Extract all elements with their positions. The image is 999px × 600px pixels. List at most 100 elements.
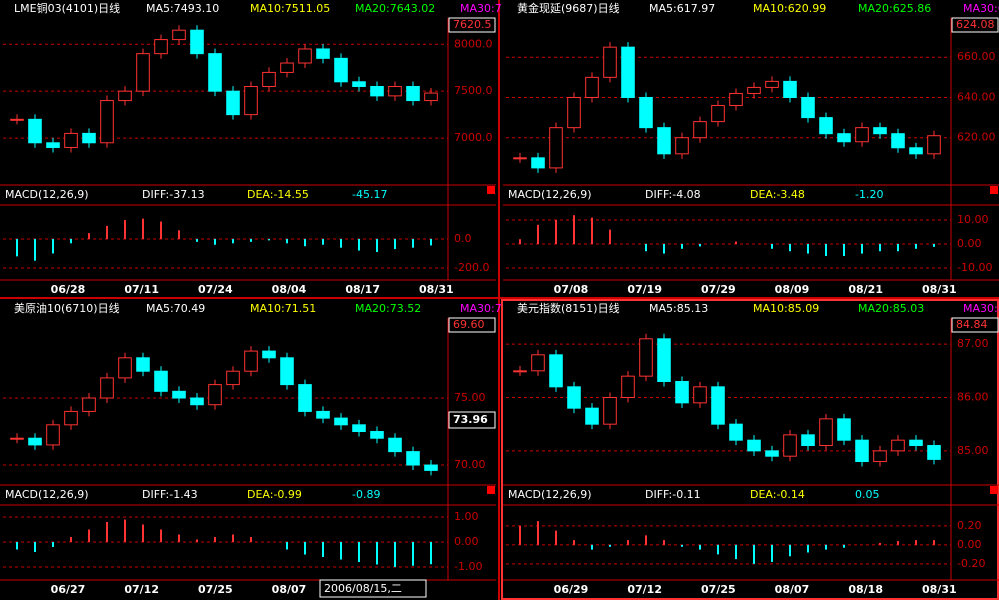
x-tick-label: 07/08 [554,283,589,296]
y-tick-label: 660.00 [957,50,996,63]
ma30: MA30:6 [963,2,999,15]
candle [154,39,168,55]
x-tick-label: 08/07 [775,583,810,596]
y-tick-label: 0.20 [957,519,982,532]
marker [487,486,495,494]
candle [675,137,689,155]
candle [819,418,833,447]
candle [190,397,204,406]
y-tick-label: 8000.0 [454,37,493,50]
candle [567,96,581,129]
candle [549,127,563,169]
ma5: MA5:7493.10 [146,2,219,15]
x-tick-label: 06/29 [554,583,589,596]
candle [855,127,869,143]
x-tick-label: 08/04 [272,283,307,296]
price-box-label: 84.84 [956,318,988,331]
candle [262,350,276,359]
candle [783,80,797,98]
candle [639,96,653,129]
candle [100,377,114,399]
candle [837,418,851,441]
candle [603,396,617,425]
candle [388,437,402,453]
candle [873,450,887,463]
macd-label: MACD(12,26,9) [508,188,592,201]
ma30: MA30:7 [460,2,502,15]
candle [855,439,869,463]
y-tick-label: -0.20 [957,557,985,570]
candle [765,80,779,88]
candle [28,437,42,446]
y-tick-label: 75.00 [454,391,486,404]
candle [244,350,258,372]
candle [226,90,240,116]
candle [801,96,815,119]
price-box-label: 69.60 [453,318,485,331]
x-tick-label: 08/31 [419,283,454,296]
ma5: MA5:70.49 [146,302,205,315]
candle [783,434,797,457]
y-tick-label: -1.00 [454,560,482,573]
dea: DEA:-0.14 [750,488,805,501]
y-tick-label: 0.00 [957,237,982,250]
candle [46,424,60,446]
ma30: MA30:7 [460,302,502,315]
y-tick-label: 0.00 [454,535,479,548]
y-tick-label: -10.00 [957,261,992,274]
candle [513,370,527,373]
candle [424,92,438,102]
candle [226,370,240,386]
candle [621,375,635,398]
candle [316,48,330,59]
candle [262,71,276,87]
ma10: MA10:620.99 [753,2,826,15]
candle [747,439,761,452]
candle [280,62,294,73]
diff: DIFF:-37.13 [142,188,205,201]
y-tick-label: 7500.0 [454,84,493,97]
x-tick-label: 07/24 [198,283,233,296]
candle [64,410,78,426]
price-box-label: 7620.5 [453,18,492,31]
y-tick-label: 87.00 [957,337,989,350]
crosshair-value: 73.96 [453,413,488,426]
crosshair-date: 2006/08/15,二 [324,582,402,595]
candle [352,424,366,433]
date-tooltip [319,579,427,598]
price-box [448,17,496,33]
x-tick-label: 07/12 [627,583,662,596]
diff: DIFF:-1.43 [142,488,198,501]
y-tick-label: -200.0 [454,261,489,274]
candle [370,85,384,97]
macd-label: MACD(12,26,9) [5,488,89,501]
x-tick-label: 08/09 [775,283,810,296]
candle [46,142,60,148]
candle [891,439,905,452]
candle [82,397,96,412]
candle [657,127,671,155]
y-tick-label: 1.00 [454,510,479,523]
candle [280,357,294,386]
candle [370,431,384,439]
macd-value: -1.20 [855,188,883,201]
marker [487,186,495,194]
x-tick-label: 08/21 [848,283,883,296]
candle [172,29,186,41]
ma20: MA20:85.03 [858,302,924,315]
candle [729,423,743,441]
candle [585,407,599,425]
x-tick-label: 06/27 [51,583,86,596]
price-box [951,17,999,33]
y-tick-label: 85.00 [957,444,989,457]
candle [801,434,815,447]
x-tick-label: 08/31 [922,283,957,296]
y-tick-label: 7000.0 [454,131,493,144]
x-tick-label: 07/12 [124,583,159,596]
price-box-label: 624.08 [956,18,995,31]
candle [82,132,96,144]
candle [657,338,671,382]
candle [10,437,24,440]
ma20: MA20:73.52 [355,302,421,315]
